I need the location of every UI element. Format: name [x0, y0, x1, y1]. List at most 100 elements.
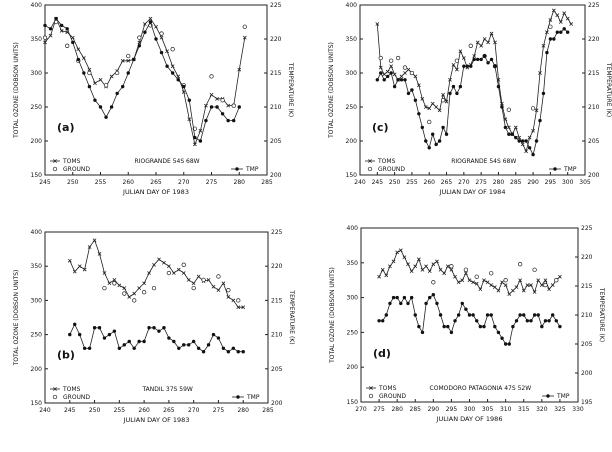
data-point	[465, 64, 470, 68]
data-point	[170, 64, 175, 69]
y-left-tick-label: 300	[31, 70, 43, 77]
chart-panel-a: 245 250 255 260 265 270 275 280 285 150 200 250 300 3…	[13, 2, 294, 196]
data-point	[413, 313, 417, 317]
y-left-tick-label: 350	[31, 36, 43, 43]
data-point	[127, 295, 132, 299]
data-point	[472, 57, 476, 62]
data-point	[102, 285, 107, 291]
plot-frame	[359, 4, 586, 176]
data-point	[503, 278, 508, 283]
x-axis-label: JULIAN DAY OF 1986	[436, 415, 503, 423]
y-left-tick-label: 300	[347, 295, 359, 302]
x-tick-label: 295	[446, 406, 458, 413]
data-point	[463, 267, 469, 272]
data-point	[237, 67, 242, 72]
data-point	[517, 139, 521, 143]
data-point	[506, 125, 511, 130]
data-point	[122, 343, 126, 347]
y-left-tick-label: 200	[31, 138, 43, 145]
x-tick-label: 260	[424, 179, 436, 186]
data-point	[43, 23, 47, 28]
data-point	[77, 264, 82, 269]
data-point	[456, 313, 461, 317]
data-point	[469, 64, 473, 68]
data-point	[520, 142, 525, 147]
data-point	[475, 319, 479, 323]
data-point	[493, 324, 497, 329]
legend-label: GROUND	[63, 166, 90, 173]
data-point	[48, 33, 53, 38]
x-tick-label: 270	[188, 407, 200, 414]
data-point	[474, 274, 479, 279]
data-point	[543, 319, 548, 323]
data-point	[527, 146, 532, 150]
data-point	[395, 250, 400, 255]
data-point	[531, 128, 535, 133]
y-right-tick-label: 220	[271, 263, 283, 270]
y-right-axis-label: TEMPERATURE (K)	[598, 287, 605, 342]
legend-label: GROUND	[378, 166, 405, 173]
data-point	[413, 98, 418, 102]
data-point	[530, 106, 536, 111]
data-point	[211, 284, 216, 289]
data-point	[236, 350, 240, 354]
data-point	[187, 343, 191, 347]
panel-label: (a)	[57, 121, 74, 134]
data-point	[196, 346, 201, 350]
data-point	[548, 18, 553, 22]
data-point	[485, 280, 490, 285]
data-point	[423, 105, 428, 109]
data-point	[438, 313, 443, 317]
data-point	[518, 313, 522, 317]
y-left-tick-label: 400	[31, 2, 43, 9]
data-point	[241, 305, 246, 310]
legend-marker	[368, 159, 372, 163]
data-point	[231, 346, 236, 350]
data-point	[187, 117, 192, 122]
data-point	[122, 286, 127, 290]
data-point	[170, 71, 175, 75]
data-point	[242, 24, 247, 29]
y-left-tick-label: 150	[347, 399, 359, 406]
x-tick-label: 325	[554, 406, 566, 413]
data-point	[489, 57, 494, 62]
legend-label: TOMS	[378, 385, 397, 392]
data-point	[226, 350, 231, 354]
data-point	[42, 35, 48, 40]
x-tick-label: 250	[67, 179, 79, 186]
data-point	[552, 37, 556, 41]
data-point	[395, 295, 399, 300]
y-right-axis-label: TEMPERATURE (K)	[288, 289, 295, 344]
data-point	[413, 264, 418, 269]
y-left-tick-label: 300	[346, 70, 358, 77]
y-left-axis-label: TOTAL OZONE (DOBSON UNITS)	[328, 42, 335, 139]
data-point	[460, 278, 465, 283]
data-point	[137, 286, 142, 290]
data-point	[221, 346, 226, 350]
data-point	[226, 118, 230, 123]
data-point	[555, 13, 560, 18]
data-point	[81, 56, 86, 60]
y-left-tick-label: 350	[31, 263, 43, 270]
data-point	[565, 16, 570, 21]
data-point	[427, 146, 431, 150]
data-point	[471, 313, 475, 317]
x-tick-label: 310	[500, 406, 512, 413]
data-point	[455, 67, 459, 72]
data-point	[385, 69, 390, 74]
data-point	[159, 50, 164, 55]
data-point	[455, 91, 459, 96]
data-point	[399, 301, 403, 306]
data-point	[186, 277, 191, 282]
data-point	[82, 267, 87, 272]
data-point	[232, 118, 236, 123]
data-point	[389, 64, 394, 69]
data-point	[87, 346, 92, 350]
data-point	[377, 274, 381, 279]
series-line	[69, 239, 244, 308]
data-point	[396, 78, 400, 82]
legend-marker	[52, 166, 58, 172]
data-point	[489, 313, 493, 317]
data-point	[87, 84, 92, 89]
